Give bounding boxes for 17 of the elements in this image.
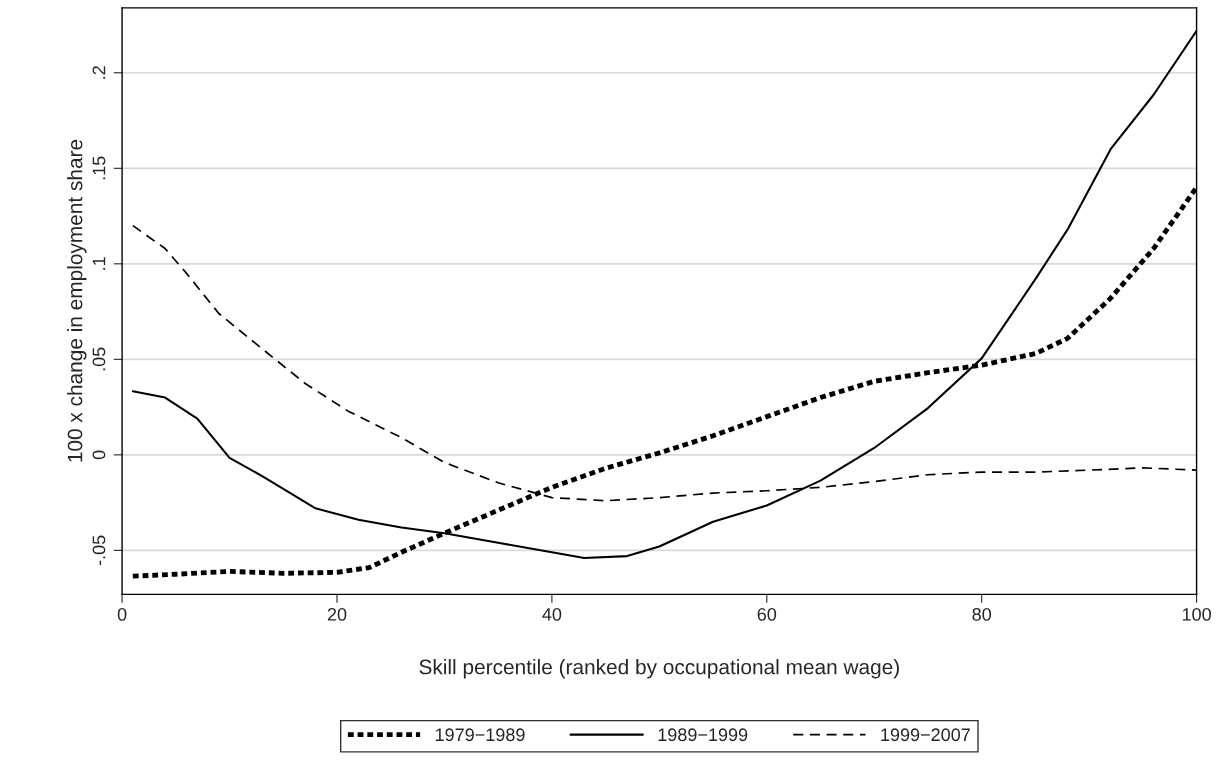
legend-label: 1999−2007 [881, 728, 970, 742]
legend-label: 1979−1989 [435, 728, 525, 742]
y-tick-label: .2 [92, 66, 106, 79]
x-tick-label: 40 [542, 607, 562, 621]
x-tick-label: 80 [972, 607, 992, 621]
y-tick-label: .05 [92, 347, 106, 371]
y-axis-title: 100 x change in employment share [67, 139, 87, 462]
y-tick-label: -.05 [92, 535, 106, 566]
y-tick-label: .15 [92, 156, 106, 180]
x-tick-label: 100 [1182, 607, 1211, 621]
x-axis-title: Skill percentile (ranked by occupational mean wage) [419, 659, 899, 679]
y-tick-label: .1 [92, 257, 106, 270]
y-tick-label: 0 [92, 450, 106, 460]
x-tick-label: 60 [757, 607, 777, 621]
x-tick-label: 20 [327, 607, 347, 621]
x-tick-label: 0 [117, 607, 127, 621]
legend-label: 1989−1999 [658, 728, 748, 742]
